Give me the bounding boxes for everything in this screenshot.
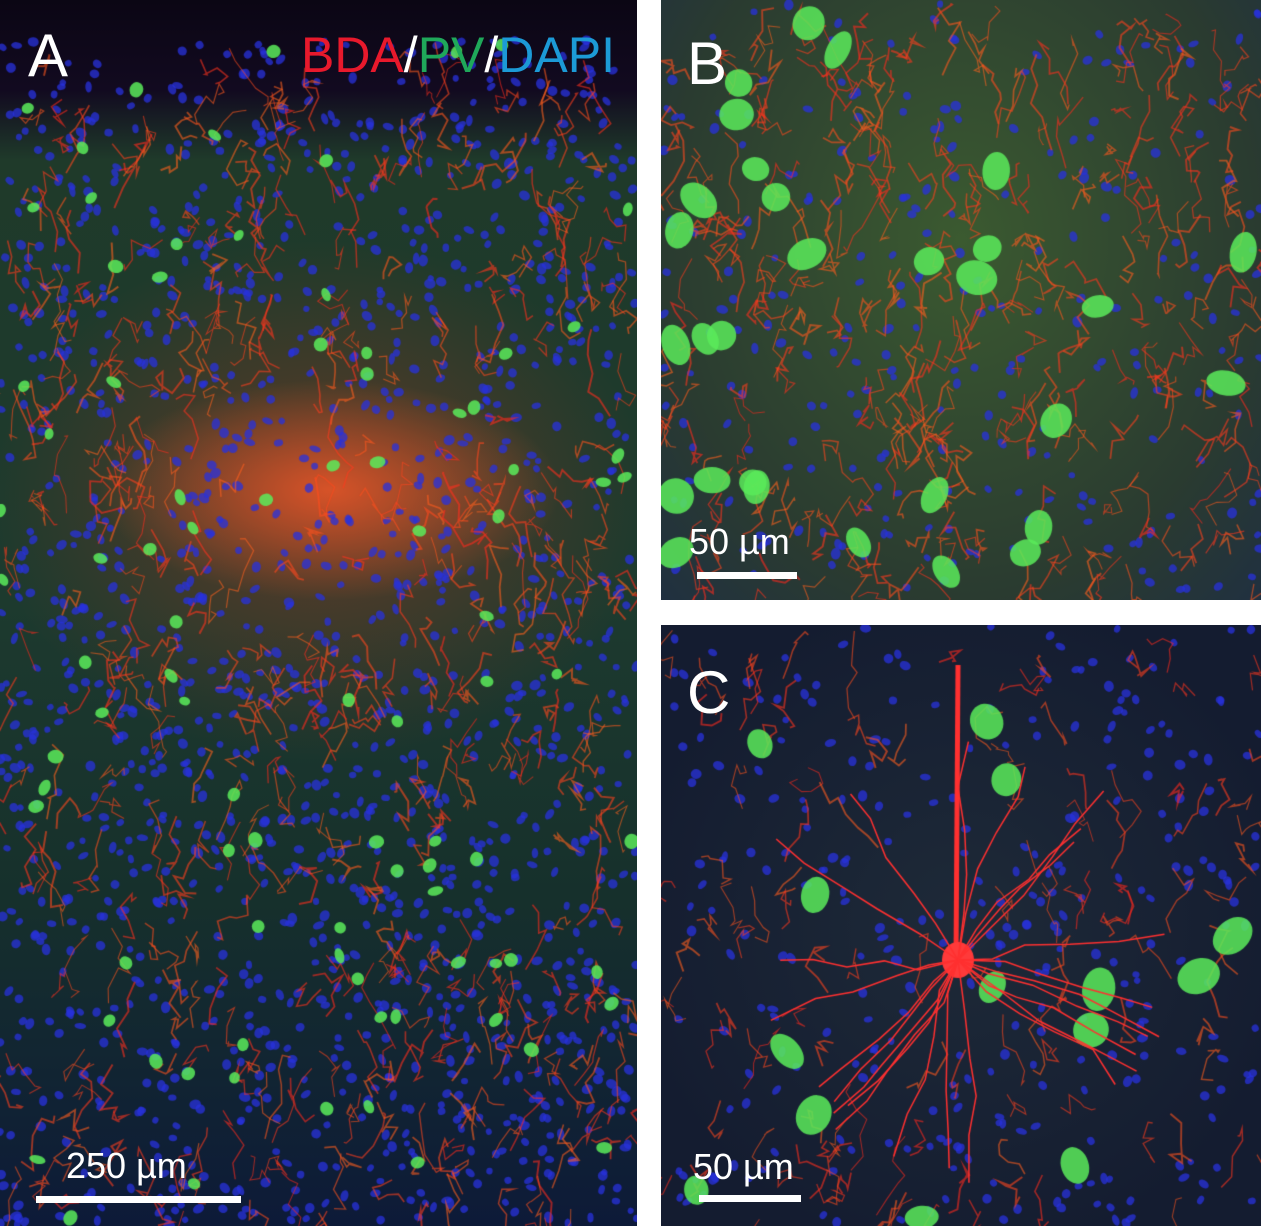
panel-a-scale-text: 250 µm: [66, 1145, 187, 1186]
legend-slash: /: [403, 27, 418, 83]
panel-c-label: C: [687, 659, 731, 726]
panel-b-image: [661, 0, 1261, 600]
stain-legend: BDA/PV/DAPI: [301, 30, 615, 80]
panel-c-micrograph: C 50 µm: [661, 625, 1261, 1226]
legend-slash: /: [484, 27, 499, 83]
legend-bda: BDA: [300, 27, 404, 83]
panel-c-image: [661, 625, 1261, 1226]
panel-a-micrograph: A BDA/PV/DAPI 250 µm: [0, 0, 637, 1226]
panel-b-scale-text: 50 µm: [689, 521, 790, 562]
legend-pv: PV: [417, 27, 485, 83]
panel-a-image: [0, 0, 637, 1226]
panel-b-label: B: [687, 30, 728, 97]
legend-dapi: DAPI: [498, 27, 615, 83]
panel-c-scale-text: 50 µm: [693, 1146, 794, 1187]
panel-b-scale-bar: [697, 572, 797, 579]
panel-a-label: A: [28, 22, 69, 89]
panel-b-micrograph: B 50 µm: [661, 0, 1261, 600]
panel-c-scale-bar: [699, 1195, 801, 1202]
panel-a-scale-bar: [36, 1196, 241, 1203]
